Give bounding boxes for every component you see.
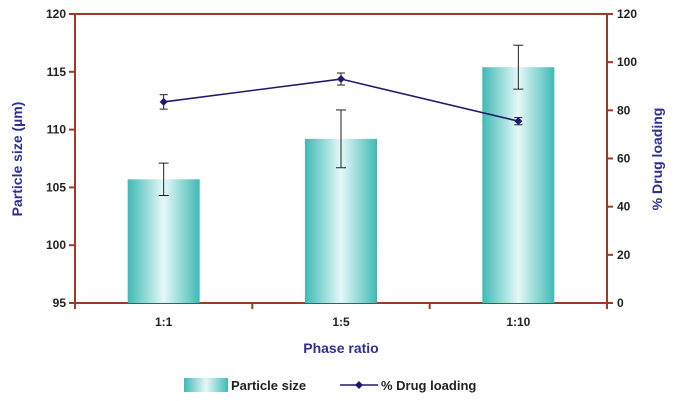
y2-tick-label: 80 xyxy=(617,103,631,117)
line-point xyxy=(514,117,523,126)
y-axis-title: Particle size (µm) xyxy=(9,102,25,217)
x-axis-title: Phase ratio xyxy=(303,340,378,356)
y2-tick-label: 0 xyxy=(617,296,624,310)
legend: Particle size % Drug loading xyxy=(184,378,476,393)
x-tick-label: 1:10 xyxy=(506,315,530,329)
legend-label-particle-size: Particle size xyxy=(231,378,306,393)
y2-tick-label: 60 xyxy=(617,152,631,166)
legend-swatch-particle-size xyxy=(184,378,228,392)
y-tick-label: 95 xyxy=(53,296,67,310)
y-tick-label: 110 xyxy=(47,123,67,137)
y2-tick-label: 120 xyxy=(617,7,637,21)
plot-area: 95 100 105 110 115 120 0 20 40 60 80 100 120 1:1 1:5 1:… xyxy=(46,7,637,329)
y2-tick-label: 40 xyxy=(617,200,631,214)
line-point xyxy=(159,97,168,106)
legend-label-drug-loading: % Drug loading xyxy=(381,378,476,393)
y-tick-label: 105 xyxy=(46,180,66,194)
y-tick-label: 100 xyxy=(46,238,66,252)
y2-tick-label: 20 xyxy=(617,248,631,262)
legend-marker-drug-loading xyxy=(355,381,363,389)
y-tick-label: 120 xyxy=(46,7,66,21)
y2-axis-title: % Drug loading xyxy=(649,108,665,211)
bar xyxy=(127,179,200,303)
x-tick-label: 1:5 xyxy=(332,315,350,329)
line-point xyxy=(337,75,345,84)
y-tick-label: 115 xyxy=(47,65,67,79)
y2-tick-label: 100 xyxy=(617,55,637,69)
bar xyxy=(482,67,555,304)
x-tick-label: 1:1 xyxy=(155,315,173,329)
